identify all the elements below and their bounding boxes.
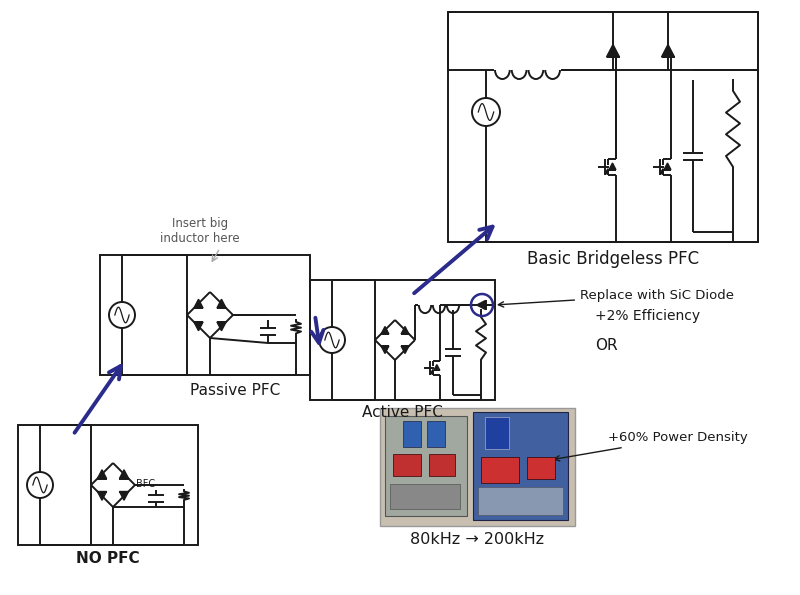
Text: NO PFC: NO PFC [76,551,140,566]
Bar [481,457,519,483]
Text: Replace with SiC Diode: Replace with SiC Diode [498,289,734,307]
Text: OR: OR [595,338,618,353]
Bar [18,425,198,545]
Bar [390,484,460,509]
Polygon shape [401,346,409,353]
Text: BFC: BFC [137,479,155,489]
Text: Insert big
inductor here: Insert big inductor here [160,217,240,245]
Polygon shape [609,163,616,170]
Bar [429,454,455,476]
Text: Basic Bridgeless PFC: Basic Bridgeless PFC [527,250,699,268]
Polygon shape [194,322,203,331]
Polygon shape [664,163,671,170]
Text: Active PFC: Active PFC [362,405,442,420]
Polygon shape [660,168,663,174]
Bar [385,416,467,516]
Bar [485,417,509,449]
Text: 80kHz → 200kHz: 80kHz → 200kHz [410,532,544,547]
Bar [403,421,421,447]
Bar [393,454,421,476]
Polygon shape [119,469,129,478]
Polygon shape [662,45,674,57]
Polygon shape [381,346,389,353]
Bar [478,487,563,515]
Polygon shape [430,369,433,374]
Polygon shape [606,45,619,57]
Polygon shape [434,365,440,370]
Bar [380,408,575,526]
Polygon shape [401,327,409,334]
Bar [100,255,310,375]
Bar [427,421,445,447]
Polygon shape [98,469,106,478]
Polygon shape [605,168,608,174]
Bar [310,280,495,400]
Bar [448,12,758,242]
Polygon shape [217,322,226,331]
Bar [473,412,568,520]
Polygon shape [477,300,486,309]
Polygon shape [194,299,203,308]
Polygon shape [381,327,389,334]
Polygon shape [119,491,129,500]
Text: Passive PFC: Passive PFC [190,383,280,398]
Text: +2% Efficiency: +2% Efficiency [595,309,700,323]
Polygon shape [98,491,106,500]
Bar [527,457,555,479]
Text: +60% Power Density: +60% Power Density [554,431,748,461]
Polygon shape [217,299,226,308]
